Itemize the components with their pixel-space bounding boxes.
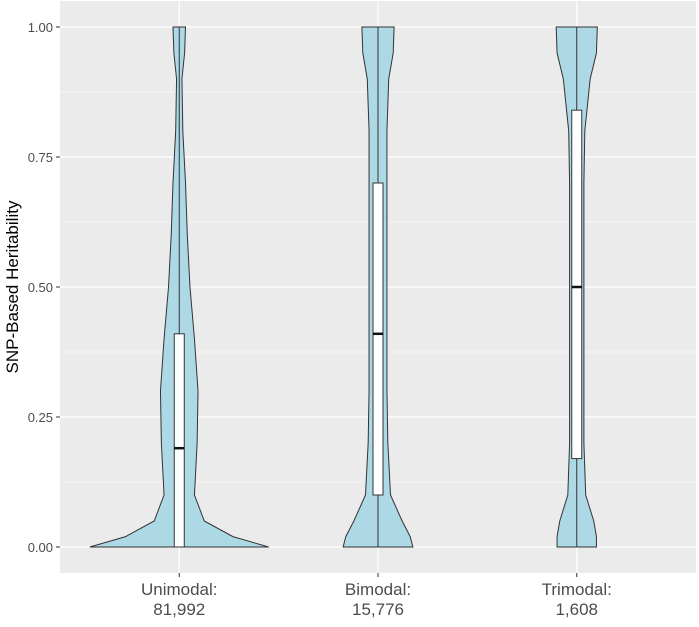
x-tick-label: Unimodal: 81,992 (141, 580, 218, 619)
y-tick-label: 0.00 (28, 540, 53, 555)
x-tick-label-line: 1,608 (555, 600, 598, 619)
y-tick-label: 0.75 (28, 150, 53, 165)
x-tick-label-line: 15,776 (352, 600, 404, 619)
x-tick-label: Trimodal: 1,608 (542, 580, 612, 619)
x-tick-label-line: Unimodal: (141, 580, 218, 599)
y-tick-label: 0.50 (28, 280, 53, 295)
x-tick-label-line: 81,992 (153, 600, 205, 619)
y-tick-label: 0.25 (28, 410, 53, 425)
box (372, 182, 384, 496)
x-tick-label-line: Bimodal: (345, 580, 411, 599)
box (571, 109, 583, 460)
box (173, 333, 185, 548)
x-tick-label-line: Trimodal: (542, 580, 612, 599)
y-tick-label: 1.00 (28, 20, 53, 35)
y-axis-label: SNP-Based Heritability (3, 200, 22, 373)
x-tick-label: Bimodal: 15,776 (345, 580, 411, 619)
